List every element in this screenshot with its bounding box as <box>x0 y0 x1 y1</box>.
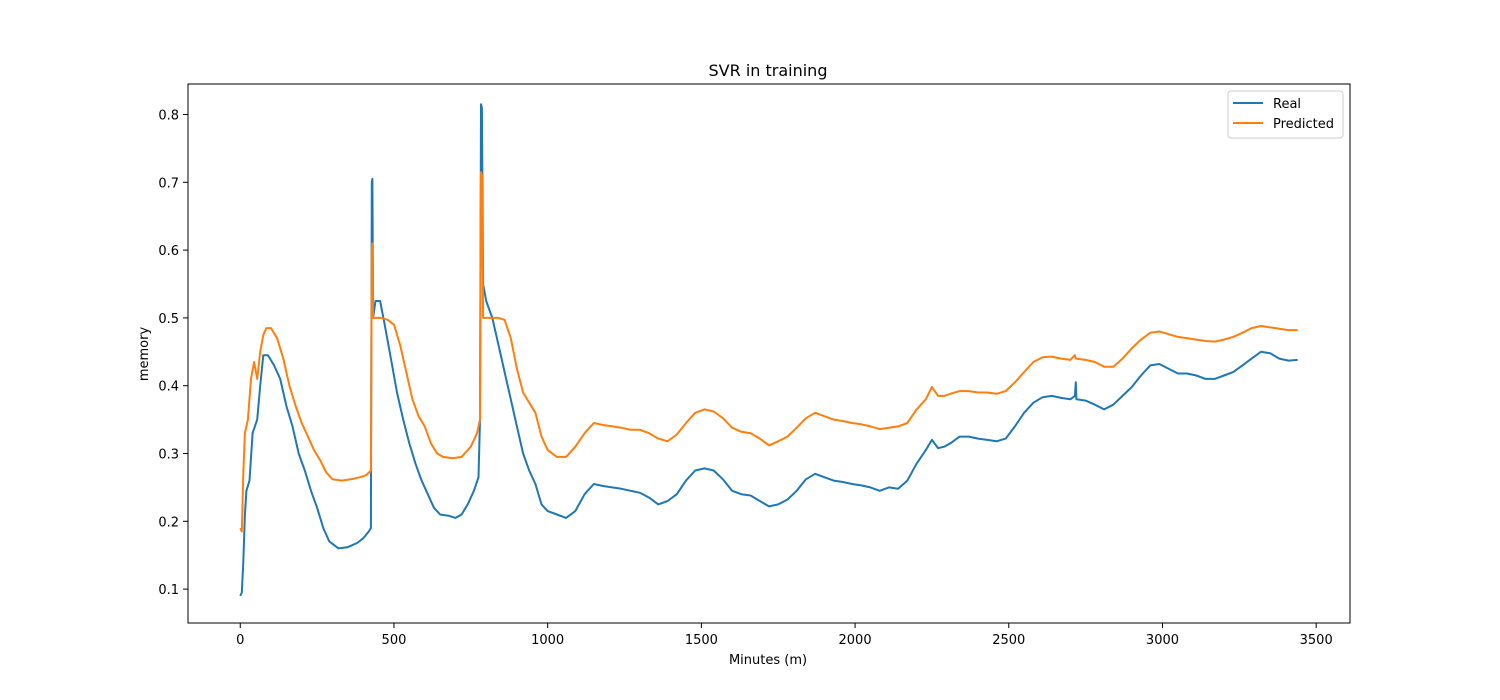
y-tick-label: 0.6 <box>158 244 179 259</box>
plot-frame <box>187 83 1351 624</box>
series-line-predicted <box>239 171 1298 533</box>
y-tick-label: 0.2 <box>158 515 179 530</box>
x-tick-label: 3500 <box>1300 633 1333 648</box>
x-tick-label: 2500 <box>992 633 1025 648</box>
y-tick-label: 0.8 <box>158 109 179 124</box>
x-tick-label: 500 <box>382 633 407 648</box>
y-tick-label: 0.1 <box>158 583 179 598</box>
x-tick-label: 0 <box>236 633 244 648</box>
y-tick-label: 0.7 <box>158 176 179 191</box>
y-tick-label: 0.4 <box>158 380 179 395</box>
x-tick-label: 1000 <box>531 633 564 648</box>
legend-label-real: Real <box>1273 97 1301 112</box>
chart-title: SVR in training <box>709 61 828 80</box>
x-tick-label: 2000 <box>839 633 872 648</box>
x-axis: 0 500 1000 1500 2000 2500 3000 3500 <box>236 623 1333 648</box>
x-axis-title: Minutes (m) <box>729 653 807 668</box>
y-tick-label: 0.5 <box>158 312 179 327</box>
plot-series-group <box>239 103 1298 597</box>
y-axis: 0.1 0.2 0.3 0.4 0.5 0.6 0.7 0.8 <box>158 109 188 598</box>
legend-label-predicted: Predicted <box>1273 117 1334 132</box>
x-tick-label: 3000 <box>1146 633 1179 648</box>
series-line-real <box>239 103 1298 597</box>
x-tick-label: 1500 <box>685 633 718 648</box>
legend: Real Predicted <box>1227 90 1344 139</box>
y-axis-title: memory <box>137 327 152 382</box>
y-tick-label: 0.3 <box>158 448 179 463</box>
